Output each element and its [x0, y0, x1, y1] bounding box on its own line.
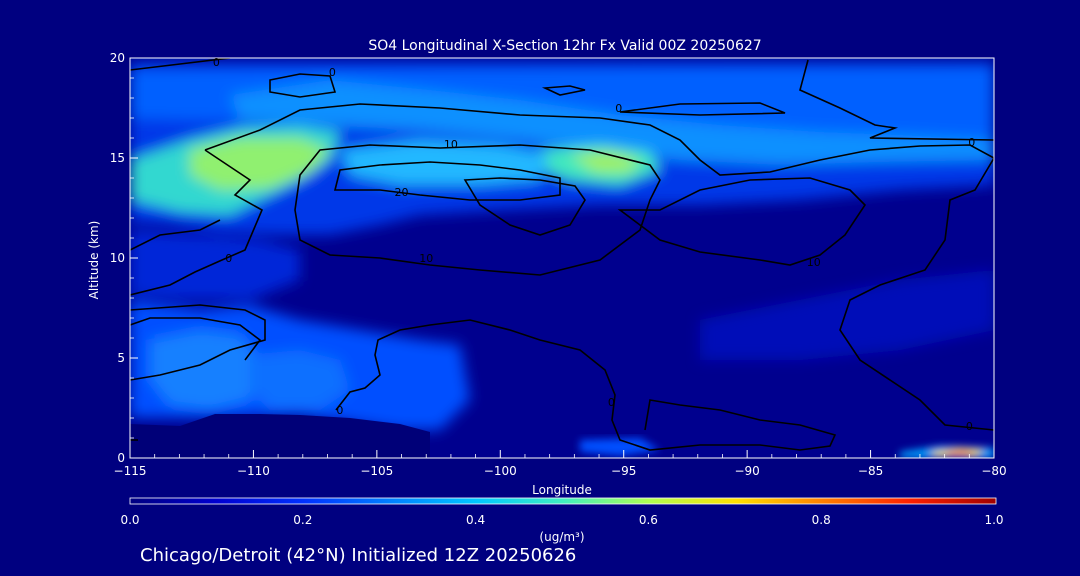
contour-labels: 0 0 0 0 10 20 0 10 10 0 0 0 [213, 56, 975, 433]
chart-title: SO4 Longitudinal X-Section 12hr Fx Valid… [368, 38, 761, 54]
contour-label: 0 [615, 102, 622, 115]
colorbar-tick-label: 0.8 [812, 513, 831, 527]
y-tick-label: 0 [117, 451, 125, 465]
contour-label: 10 [444, 138, 458, 151]
colorbar [129, 497, 997, 505]
y-tick-label: 20 [110, 51, 125, 65]
contour-label: 10 [807, 256, 821, 269]
colorbar-tick-label: 0.0 [120, 513, 139, 527]
colorbar-tick-label: 0.4 [466, 513, 485, 527]
contour-label: 0 [336, 404, 343, 417]
x-tick-label: −95 [611, 464, 636, 478]
x-tick-label: −115 [114, 464, 147, 478]
contour-label: 20 [395, 186, 409, 199]
x-tick-label: −90 [734, 464, 759, 478]
y-axis: 0 5 10 15 20 [110, 51, 138, 465]
concentration-field [130, 58, 994, 458]
x-tick-label: −110 [237, 464, 270, 478]
contour-label: 0 [213, 56, 220, 69]
contour-lines [130, 58, 994, 451]
x-axis: −115 −110 −105 −100 −95 −90 −85 −80 [114, 450, 1007, 478]
contour-label: 0 [966, 420, 973, 433]
x-axis-label: Longitude [532, 483, 592, 497]
x-tick-label: −100 [484, 464, 517, 478]
y-tick-label: 10 [110, 251, 125, 265]
contour-label: 0 [608, 396, 615, 409]
contour-label: 10 [419, 252, 433, 265]
colorbar-ticks: 0.0 0.2 0.4 0.6 0.8 1.0 [120, 513, 1003, 527]
y-tick-label: 15 [110, 151, 125, 165]
contour-label: 0 [968, 136, 975, 149]
colorbar-tick-label: 1.0 [984, 513, 1003, 527]
x-tick-label: −80 [981, 464, 1006, 478]
y-tick-label: 5 [117, 351, 125, 365]
x-tick-label: −85 [858, 464, 883, 478]
colorbar-units: (ug/m³) [539, 530, 584, 544]
footer-text: Chicago/Detroit (42°N) Initialized 12Z 2… [140, 545, 576, 566]
y-axis-label: Altitude (km) [87, 221, 101, 300]
contour-label: 0 [225, 252, 232, 265]
x-tick-label: −105 [360, 464, 393, 478]
colorbar-tick-label: 0.2 [293, 513, 312, 527]
contour-label: 0 [329, 66, 336, 79]
colorbar-tick-label: 0.6 [639, 513, 658, 527]
